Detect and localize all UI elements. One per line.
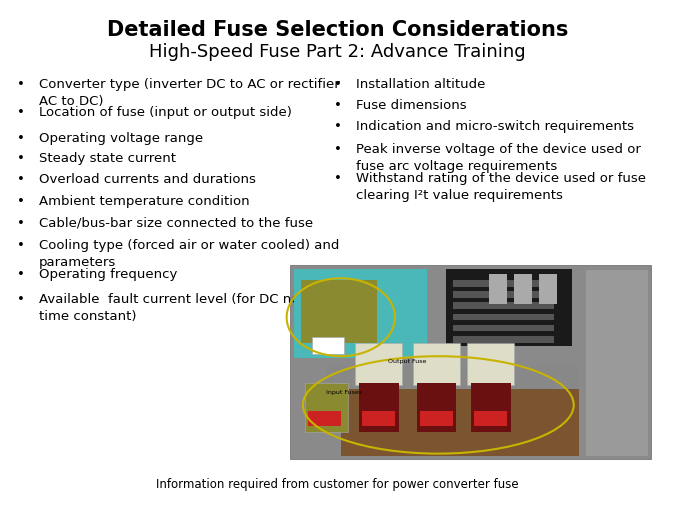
Bar bbox=[514, 275, 532, 304]
Bar bbox=[587, 271, 648, 456]
Text: •: • bbox=[17, 78, 25, 91]
Bar bbox=[446, 269, 572, 347]
Text: Input Fuses: Input Fuses bbox=[327, 389, 362, 394]
Text: Ambient temperature condition: Ambient temperature condition bbox=[39, 194, 250, 208]
Text: Peak inverse voltage of the device used or
fuse arc voltage requirements: Peak inverse voltage of the device used … bbox=[356, 142, 641, 172]
Text: •: • bbox=[334, 172, 342, 185]
Bar bbox=[308, 411, 341, 427]
Bar bbox=[475, 411, 507, 427]
Text: Withstand rating of the device used or fuse
clearing I²t value requirements: Withstand rating of the device used or f… bbox=[356, 172, 647, 201]
Text: Output Fuse: Output Fuse bbox=[387, 359, 426, 364]
Bar bbox=[453, 336, 554, 343]
Bar bbox=[304, 384, 348, 432]
Text: Fuse dimensions: Fuse dimensions bbox=[356, 98, 467, 112]
Bar bbox=[312, 337, 344, 355]
Bar bbox=[421, 411, 453, 427]
Text: •: • bbox=[17, 173, 25, 186]
Bar bbox=[359, 384, 398, 432]
Bar bbox=[453, 314, 554, 321]
Text: •: • bbox=[17, 131, 25, 144]
Text: Location of fuse (input or output side): Location of fuse (input or output side) bbox=[39, 106, 292, 119]
Text: •: • bbox=[17, 152, 25, 165]
Text: Information required from customer for power converter fuse: Information required from customer for p… bbox=[156, 477, 519, 490]
Bar bbox=[362, 411, 395, 427]
Bar bbox=[489, 275, 507, 304]
Text: Indication and micro-switch requirements: Indication and micro-switch requirements bbox=[356, 120, 634, 133]
Text: Cable/bus-bar size connected to the fuse: Cable/bus-bar size connected to the fuse bbox=[39, 216, 313, 229]
Text: Converter type (inverter DC to AC or rectifier
AC to DC): Converter type (inverter DC to AC or rec… bbox=[39, 78, 340, 108]
Text: •: • bbox=[17, 239, 25, 252]
Bar bbox=[413, 343, 460, 386]
Text: Overload currents and durations: Overload currents and durations bbox=[39, 173, 256, 186]
Bar bbox=[327, 366, 579, 389]
Text: •: • bbox=[334, 98, 342, 112]
Text: Cooling type (forced air or water cooled) and
parameters: Cooling type (forced air or water cooled… bbox=[39, 239, 340, 269]
Text: Available  fault current level (for DC need
time constant): Available fault current level (for DC ne… bbox=[39, 293, 317, 323]
Text: •: • bbox=[17, 216, 25, 229]
Bar bbox=[301, 281, 377, 343]
Bar bbox=[355, 343, 402, 386]
Text: Steady state current: Steady state current bbox=[39, 152, 176, 165]
Bar bbox=[453, 292, 554, 298]
Bar bbox=[539, 275, 558, 304]
Bar bbox=[467, 343, 514, 386]
Bar bbox=[416, 384, 456, 432]
Text: •: • bbox=[334, 142, 342, 156]
Bar bbox=[453, 303, 554, 310]
Bar bbox=[290, 265, 651, 460]
Text: Operating frequency: Operating frequency bbox=[39, 268, 178, 281]
Text: •: • bbox=[334, 78, 342, 91]
Text: Detailed Fuse Selection Considerations: Detailed Fuse Selection Considerations bbox=[107, 20, 568, 40]
Text: •: • bbox=[17, 268, 25, 281]
Text: •: • bbox=[17, 194, 25, 208]
Text: High-Speed Fuse Part 2: Advance Training: High-Speed Fuse Part 2: Advance Training bbox=[149, 43, 526, 61]
Text: Operating voltage range: Operating voltage range bbox=[39, 131, 203, 144]
Text: •: • bbox=[17, 293, 25, 306]
Text: •: • bbox=[17, 106, 25, 119]
Bar bbox=[341, 378, 579, 456]
Text: •: • bbox=[334, 120, 342, 133]
Bar bbox=[453, 281, 554, 287]
Bar bbox=[453, 325, 554, 332]
Bar bbox=[294, 269, 427, 359]
Bar bbox=[471, 384, 510, 432]
Text: Installation altitude: Installation altitude bbox=[356, 78, 486, 91]
